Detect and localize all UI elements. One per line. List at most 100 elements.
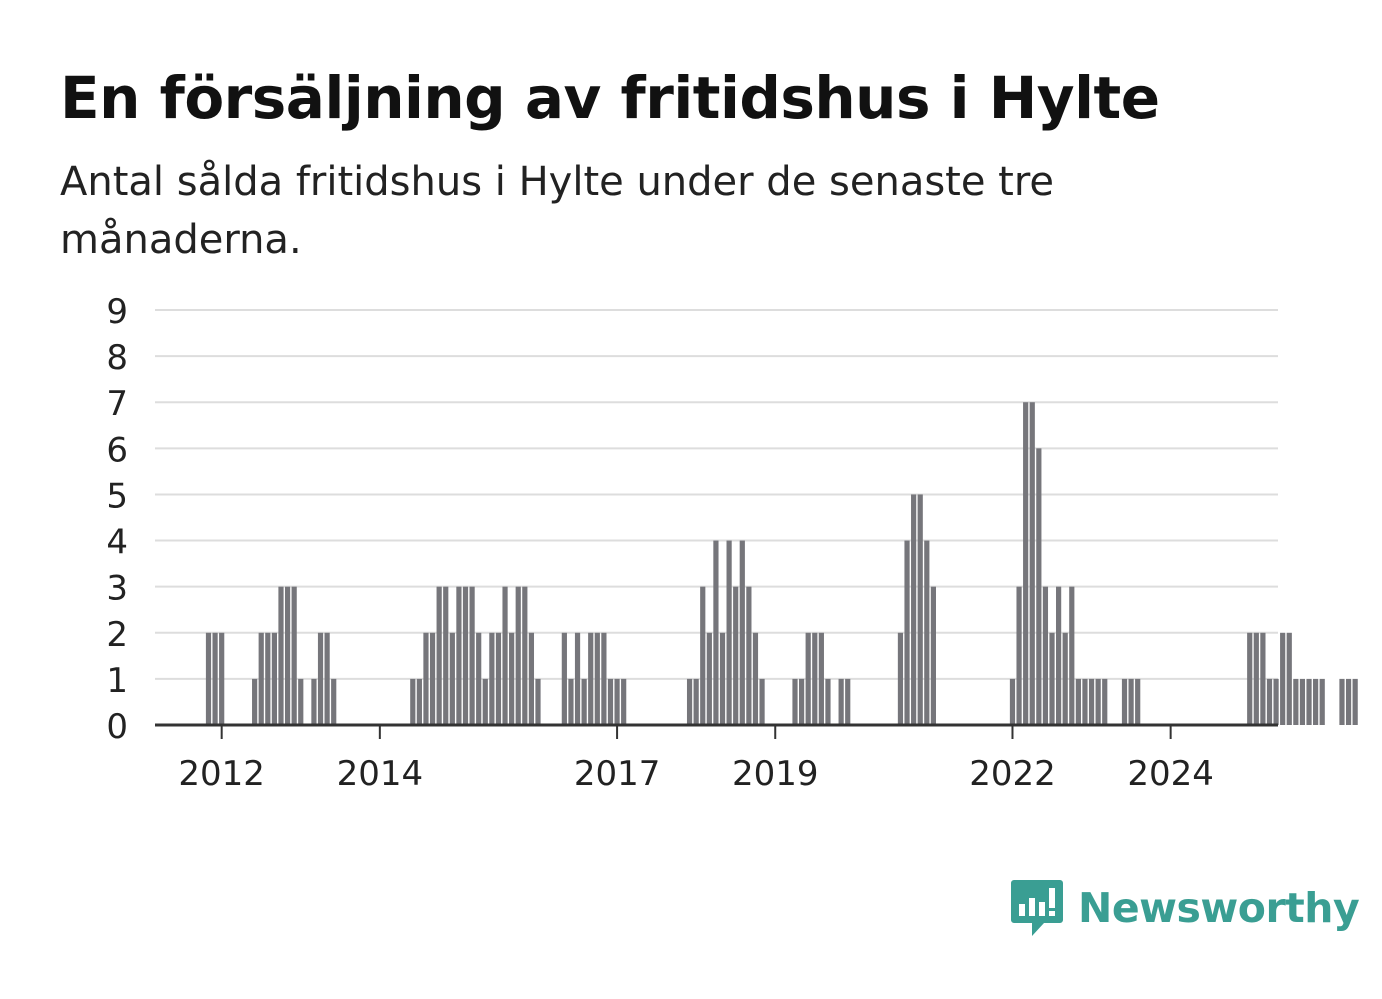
bar <box>317 632 324 725</box>
bar <box>324 632 330 725</box>
bar <box>1345 678 1352 725</box>
bar <box>812 632 818 725</box>
bar <box>284 586 291 725</box>
bar <box>1082 678 1088 725</box>
bar <box>271 632 277 725</box>
y-tick-label: 1 <box>106 661 128 701</box>
x-tick-label: 2017 <box>574 754 661 794</box>
bar <box>1247 632 1253 725</box>
bar <box>1313 678 1319 725</box>
gridlines <box>155 309 1278 680</box>
bar-chart: 1 0 1 2 3 4 5 6 7 8 9 2012 2014 2017 2019 2022 2024 <box>106 292 1358 794</box>
bar <box>212 632 218 725</box>
x-tick-label: 2019 <box>732 754 819 794</box>
bar <box>700 586 706 725</box>
bar <box>1016 586 1022 725</box>
x-tick-label: 2014 <box>337 754 424 794</box>
bar <box>462 586 469 725</box>
bar <box>495 632 502 725</box>
bar <box>1029 402 1035 725</box>
bar <box>1121 678 1128 725</box>
bar <box>930 586 936 725</box>
bar <box>1088 678 1095 725</box>
bar <box>258 632 264 725</box>
bar <box>799 678 805 725</box>
bar <box>1069 586 1075 725</box>
bar <box>614 678 620 725</box>
bar <box>693 678 699 725</box>
y-tick-label: 5 <box>106 476 128 516</box>
brand-name: Newsworthy <box>1078 884 1360 932</box>
bar <box>838 678 844 725</box>
bar <box>311 678 317 725</box>
bar <box>502 586 508 725</box>
bar <box>449 632 455 725</box>
bar <box>568 678 574 725</box>
chart-title: En försäljning av fritidshus i Hylte <box>60 64 1160 132</box>
bar <box>436 586 442 725</box>
bar <box>509 632 515 725</box>
bar <box>1128 678 1134 725</box>
bar <box>1102 678 1108 725</box>
bar <box>489 632 495 725</box>
bar <box>410 678 416 725</box>
bar <box>561 632 567 725</box>
x-tick-label: 2022 <box>969 754 1056 794</box>
bar <box>456 586 462 725</box>
bar <box>482 678 488 725</box>
bar <box>1036 448 1042 725</box>
bar <box>515 586 521 725</box>
bar <box>205 632 212 725</box>
bar <box>469 586 475 725</box>
bar <box>298 678 304 725</box>
bar <box>594 632 600 725</box>
bar <box>423 632 429 725</box>
bar <box>805 632 811 725</box>
bar <box>443 586 449 725</box>
bar <box>1049 632 1055 725</box>
y-tick-label: 3 <box>106 569 128 609</box>
bar <box>1260 632 1266 725</box>
bar <box>528 632 535 725</box>
bar <box>706 632 712 725</box>
bar <box>924 540 930 725</box>
bar <box>621 678 627 725</box>
bar <box>911 494 917 725</box>
bar <box>1339 678 1345 725</box>
bar <box>726 540 732 725</box>
bar <box>713 540 719 725</box>
bar <box>522 586 528 725</box>
bar <box>1042 586 1049 725</box>
bar <box>476 632 482 725</box>
bar <box>1273 678 1279 725</box>
bar <box>1009 678 1016 725</box>
bar <box>825 678 831 725</box>
bar <box>917 494 923 725</box>
bar <box>1095 678 1101 725</box>
y-tick-label: 0 <box>106 707 128 747</box>
bar <box>331 678 337 725</box>
y-tick-label: 4 <box>106 523 128 563</box>
bar <box>429 632 436 725</box>
bar <box>581 678 587 725</box>
bar <box>607 678 614 725</box>
x-tick-label: 2012 <box>178 754 265 794</box>
bar <box>278 586 284 725</box>
chart-subtitle: Antal sålda fritidshus i Hylte under de … <box>60 159 1055 263</box>
bar <box>416 678 422 725</box>
bar <box>719 632 726 725</box>
bar <box>733 586 739 725</box>
bar <box>897 632 904 725</box>
bar <box>1280 632 1286 725</box>
y-tick-label: 9 <box>106 292 128 332</box>
bar <box>759 678 765 725</box>
bar <box>219 632 225 725</box>
bar <box>1253 632 1259 725</box>
bar-chart-speech-bubble-icon <box>1011 880 1063 936</box>
bar <box>1319 678 1325 725</box>
bar <box>291 586 297 725</box>
y-tick-label: 8 <box>106 338 128 378</box>
bar <box>1075 678 1081 725</box>
bar <box>818 632 824 725</box>
bar <box>1062 632 1068 725</box>
